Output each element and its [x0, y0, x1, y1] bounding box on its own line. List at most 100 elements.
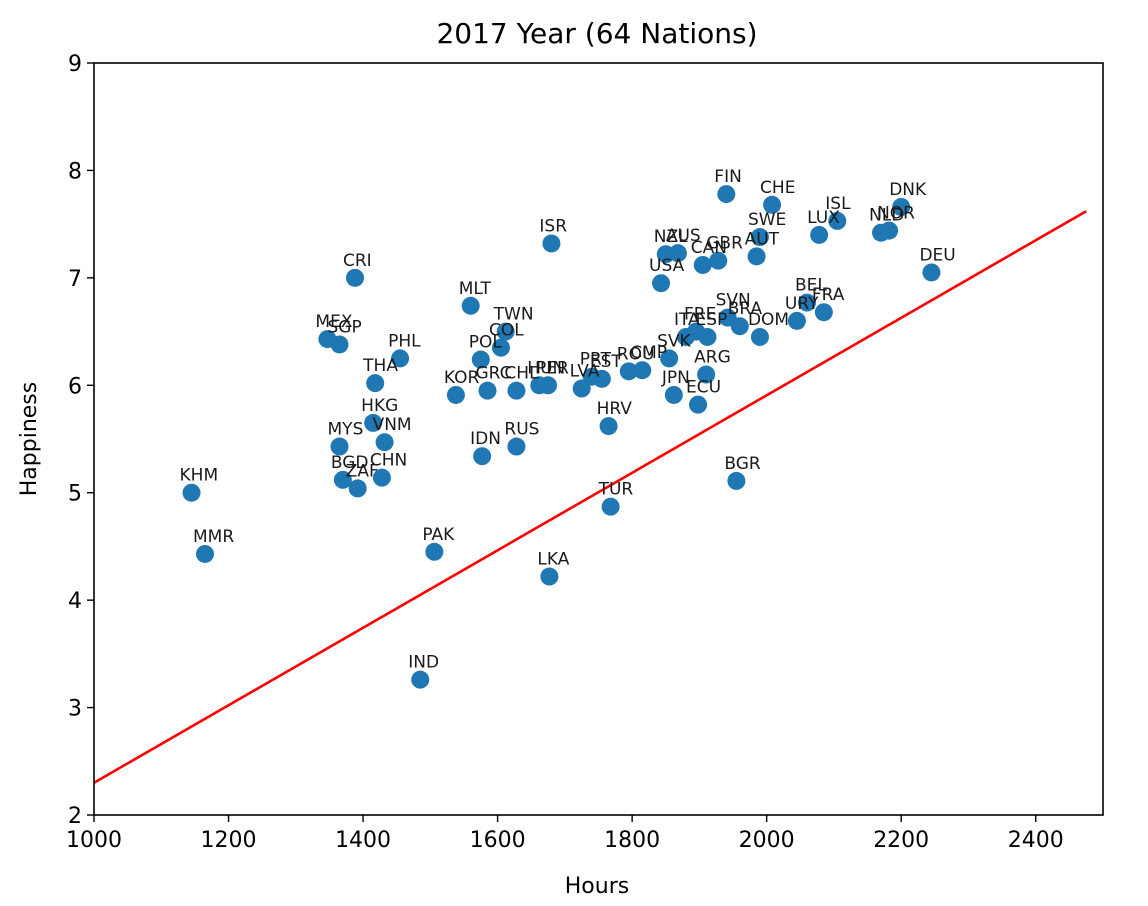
- point-zaf: [348, 479, 367, 498]
- point-dnk: [892, 197, 911, 216]
- point-gbr: [709, 251, 728, 270]
- point-fre: [687, 322, 706, 341]
- point-label-svn: SVN: [716, 291, 751, 311]
- point-phl: [391, 349, 410, 368]
- point-ecu: [689, 395, 708, 414]
- point-label-dom: DOM: [748, 310, 789, 330]
- point-hkg: [364, 413, 383, 432]
- x-tick-label: 1600: [470, 828, 526, 853]
- point-idn: [473, 447, 492, 466]
- point-arg: [697, 365, 716, 384]
- point-est: [592, 369, 611, 388]
- point-lva: [572, 379, 591, 398]
- axis-ticks: 1000 1200 1400 1600 1800 2000 2200 2400 2 3 4 5 6 7 8 9: [66, 52, 1064, 853]
- point-label-isr: ISR: [539, 216, 567, 236]
- point-label-lux: LUX: [807, 208, 840, 228]
- y-tick-label: 8: [68, 159, 82, 184]
- point-label-esp: ESP: [695, 310, 727, 330]
- point-label-fra: FRA: [812, 285, 845, 305]
- point-label-mmr: MMR: [193, 527, 234, 547]
- point-aut: [747, 247, 766, 266]
- point-chn: [372, 468, 391, 487]
- point-chl: [507, 381, 526, 400]
- point-label-che: CHE: [760, 178, 795, 198]
- point-label-mys: MYS: [328, 420, 364, 440]
- point-isr: [542, 234, 561, 253]
- point-label-zaf: ZAF: [346, 461, 379, 481]
- x-tick-label: 1200: [201, 828, 257, 853]
- fit-line-layer: [93, 210, 1087, 784]
- point-label-hkg: HKG: [361, 396, 398, 416]
- point-ind: [411, 670, 430, 689]
- point-bra: [730, 317, 749, 336]
- point-dom: [750, 327, 769, 346]
- point-rus: [507, 437, 526, 456]
- point-svk: [660, 349, 679, 368]
- point-pak: [425, 542, 444, 561]
- y-tick-label: 7: [68, 267, 82, 292]
- point-label-lka: LKA: [537, 550, 569, 570]
- point-label-cmp: CMP: [630, 343, 667, 363]
- point-label-nld: NLD: [869, 206, 904, 226]
- point-usa: [652, 274, 671, 293]
- point-hrv: [599, 417, 618, 436]
- point-label-pol: POL: [469, 333, 503, 353]
- point-khm: [182, 483, 201, 502]
- x-tick-label: 1800: [604, 828, 660, 853]
- x-tick-label: 1000: [66, 828, 122, 853]
- point-lux: [810, 225, 829, 244]
- point-label-nor: NOR: [877, 204, 915, 224]
- point-label-ind: IND: [408, 653, 439, 673]
- point-label-khm: KHM: [180, 466, 219, 486]
- point-label-chl: CHL: [504, 364, 539, 384]
- point-kor: [446, 385, 465, 404]
- point-label-prt: PRT: [580, 350, 612, 370]
- point-label-twn: TWN: [493, 305, 534, 325]
- regression-line: [93, 210, 1087, 784]
- y-tick-label: 2: [68, 804, 82, 829]
- x-tick-label: 2400: [1008, 828, 1064, 853]
- point-label-idn: IDN: [470, 429, 501, 449]
- point-twn: [496, 322, 515, 341]
- point-mmr: [195, 544, 214, 563]
- point-ury: [787, 311, 806, 330]
- point-label-per: PER: [536, 358, 569, 378]
- point-label-gbr: GBR: [706, 234, 743, 254]
- point-label-mex: MEX: [315, 312, 352, 332]
- point-label-bra: BRA: [728, 299, 763, 319]
- point-label-lva: LVA: [570, 362, 600, 382]
- point-grc: [478, 381, 497, 400]
- x-tick-label: 2000: [739, 828, 795, 853]
- point-label-ecu: ECU: [686, 378, 721, 398]
- point-pol: [471, 350, 490, 369]
- point-cri: [345, 268, 364, 287]
- point-tur: [601, 497, 620, 516]
- point-label-aus: AUS: [666, 226, 701, 246]
- point-label-hun: HUN: [527, 358, 565, 378]
- point-label-cri: CRI: [343, 251, 372, 271]
- point-label-fre: FRE: [684, 305, 716, 325]
- chart-title: 2017 Year (64 Nations): [436, 17, 757, 50]
- point-label-usa: USA: [649, 256, 685, 276]
- y-tick-label: 6: [68, 374, 82, 399]
- y-axis-label: Happiness: [17, 382, 42, 496]
- point-cmp: [633, 361, 652, 380]
- point-label-tha: THA: [362, 356, 398, 376]
- point-label-aut: AUT: [745, 229, 780, 249]
- point-label-bel: BEL: [795, 276, 827, 296]
- point-label-swe: SWE: [748, 210, 786, 230]
- point-bgr: [727, 471, 746, 490]
- point-vnm: [375, 433, 394, 452]
- point-label-ita: ITA: [674, 310, 700, 330]
- point-label-col: COL: [489, 321, 524, 341]
- point-label-mlt: MLT: [459, 279, 492, 299]
- point-deu: [922, 263, 941, 282]
- point-bel: [798, 293, 817, 312]
- point-lka: [540, 567, 559, 586]
- point-label-kor: KOR: [444, 368, 480, 388]
- point-label-bgr: BGR: [724, 454, 761, 474]
- point-label-bgd: BGD: [331, 453, 369, 473]
- point-label-vnm: VNM: [373, 415, 412, 435]
